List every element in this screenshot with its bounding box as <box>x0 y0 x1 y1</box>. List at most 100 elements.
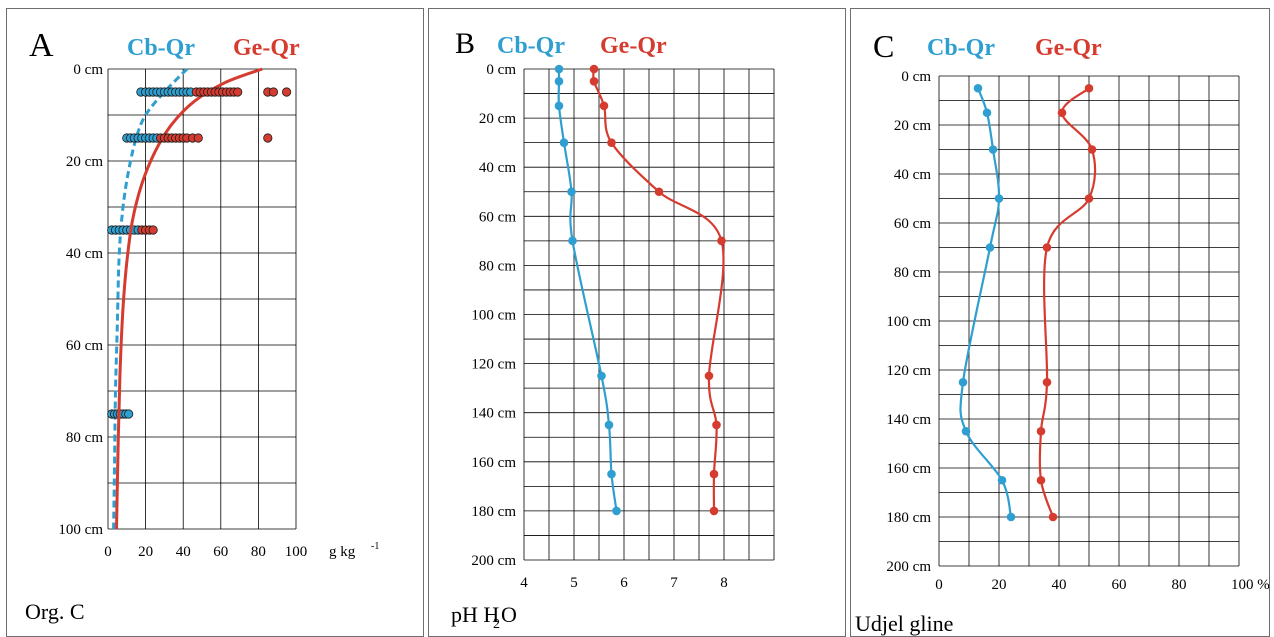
series-ge-qr <box>115 67 292 530</box>
data-point <box>589 64 599 74</box>
x-tick-label: 100 <box>285 544 308 560</box>
panel-letter: C <box>873 28 894 64</box>
y-tick-label: 120 cm <box>471 357 516 373</box>
data-point <box>589 76 599 86</box>
data-point <box>1036 475 1046 485</box>
y-tick-label: 180 cm <box>471 504 516 520</box>
data-point <box>1042 243 1052 252</box>
data-point <box>554 64 564 74</box>
data-point <box>994 194 1004 203</box>
x-tick-label: 60 <box>213 544 228 560</box>
x-tick-label: 40 <box>1052 577 1067 593</box>
data-point <box>1087 145 1097 154</box>
profile-line-ge-qr <box>592 68 725 511</box>
data-point <box>709 506 719 516</box>
chart-ph: 0 cm 20 cm 40 cm 60 cm 80 cm 100 cm 120 cm 140 … <box>451 27 775 632</box>
y-tick-label: 160 cm <box>886 461 931 477</box>
y-tick-label: 20 cm <box>66 154 103 170</box>
profile-line-ge-qr <box>1038 87 1097 518</box>
series-ge-qr <box>1036 83 1097 522</box>
caption-subscript: 2 <box>493 617 500 632</box>
data-point <box>712 420 721 430</box>
grid <box>938 75 1240 567</box>
x-unit-label: g kg <box>329 544 356 560</box>
y-tick-label: 40 cm <box>66 246 103 262</box>
y-tick-label: 80 cm <box>66 430 103 446</box>
data-point <box>554 76 564 86</box>
y-tick-label: 80 cm <box>894 265 931 281</box>
data-point <box>1036 426 1046 436</box>
x-tick-label: 5 <box>570 575 578 591</box>
x-tick-label: 4 <box>520 575 528 591</box>
y-tick-label: 20 cm <box>479 111 516 127</box>
y-tick-label: 60 cm <box>479 209 516 225</box>
data-point <box>124 409 134 419</box>
x-unit-superscript: -1 <box>371 541 379 552</box>
y-tick-label: 100 cm <box>58 522 103 538</box>
data-point <box>607 138 616 147</box>
data-point <box>559 138 569 147</box>
panel-letter: B <box>455 27 475 60</box>
y-tick-label: 140 cm <box>471 406 516 422</box>
panel-caption: Udjel gline <box>855 611 953 636</box>
panel-caption: Org. C <box>25 599 85 624</box>
legend-ge-qr: Ge-Qr <box>1035 35 1102 61</box>
data-point <box>973 83 983 93</box>
x-tick-label: 40 <box>176 544 191 560</box>
chart-clay-share: 0 cm 20 cm 40 cm 60 cm 80 cm 100 cm 120 cm 140 … <box>855 28 1269 636</box>
x-tick-label: 20 <box>138 544 153 560</box>
chart-org-c: 0 cm 20 cm 40 cm 60 cm 80 cm 100 cm0 20 40 60 80 1… <box>25 27 379 624</box>
data-point <box>1057 108 1067 118</box>
y-tick-label: 100 cm <box>471 308 516 324</box>
data-point <box>1042 377 1052 387</box>
y-tick-label: 140 cm <box>886 412 931 428</box>
data-point <box>717 236 726 246</box>
data-point <box>961 426 971 436</box>
x-tick-label: 0 <box>935 577 943 593</box>
data-point <box>1084 83 1094 93</box>
data-point <box>233 87 243 97</box>
y-tick-label: 20 cm <box>894 118 931 134</box>
x-tick-label: 100 % <box>1231 577 1269 593</box>
panel-b-ph: 0 cm 20 cm 40 cm 60 cm 80 cm 100 cm 120 cm 140 … <box>428 8 846 637</box>
y-tick-label: 100 cm <box>886 314 931 330</box>
data-point <box>193 133 203 143</box>
data-point <box>988 145 998 154</box>
data-point <box>709 469 719 479</box>
data-point <box>263 133 273 143</box>
data-point <box>554 101 564 111</box>
y-tick-label: 0 cm <box>901 69 931 85</box>
data-point <box>1084 194 1094 203</box>
data-point <box>704 371 714 381</box>
panel-letter: A <box>29 27 54 64</box>
x-tick-label: 20 <box>992 577 1007 593</box>
legend-cb-qr: Cb-Qr <box>127 35 195 61</box>
y-tick-label: 160 cm <box>471 455 516 471</box>
panel-c-clay: 0 cm 20 cm 40 cm 60 cm 80 cm 100 cm 120 cm 140 … <box>850 8 1270 637</box>
grid <box>107 68 297 530</box>
data-point <box>604 420 614 430</box>
y-tick-label: 40 cm <box>479 160 516 176</box>
data-point <box>982 108 992 118</box>
data-point <box>1048 512 1058 522</box>
x-tick-label: 60 <box>1112 577 1127 593</box>
y-tick-label: 120 cm <box>886 363 931 379</box>
y-tick-label: 200 cm <box>471 553 516 569</box>
fit-curve-cb-qr <box>112 67 189 530</box>
data-point <box>607 469 616 479</box>
x-tick-label: 8 <box>720 575 728 591</box>
data-point <box>958 377 968 387</box>
x-tick-label: 7 <box>670 575 678 591</box>
data-point <box>985 243 995 252</box>
data-point <box>281 87 292 97</box>
y-tick-label: 200 cm <box>886 559 931 575</box>
legend-ge-qr: Ge-Qr <box>233 35 300 61</box>
data-point <box>268 87 279 97</box>
x-tick-label: 6 <box>620 575 628 591</box>
fit-curve-ge-qr <box>115 67 263 530</box>
panel-a-org-c: 0 cm 20 cm 40 cm 60 cm 80 cm 100 cm 0 20 40 60 80 1… <box>6 8 424 637</box>
series-ge-qr <box>589 64 726 516</box>
x-tick-label: 0 <box>104 544 112 560</box>
grid <box>523 68 775 561</box>
